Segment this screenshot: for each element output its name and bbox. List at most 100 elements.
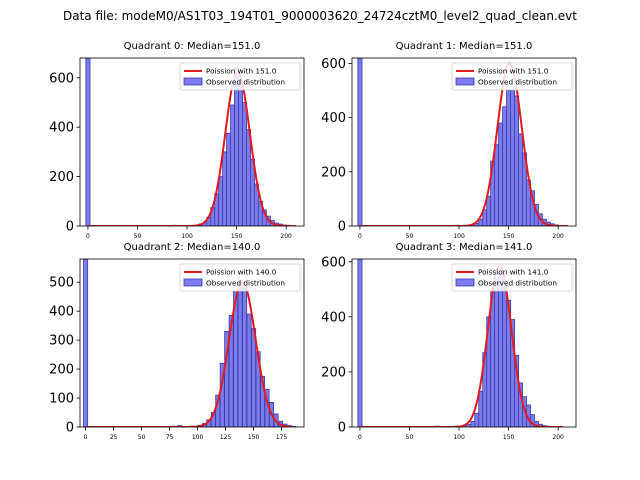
- axes-frame: [351, 57, 577, 227]
- y-tick-label: 400: [321, 111, 346, 126]
- x-tick-label: 50: [134, 233, 142, 240]
- histogram-bar: [502, 106, 508, 226]
- legend: Poission with 140.0 Observed distribution: [179, 263, 301, 292]
- legend-bar-swatch: [455, 77, 475, 86]
- panel-0: Quadrant 0: Median=151.0 0 50 100 150 200 0 200…: [49, 41, 305, 240]
- panels: Quadrant 0: Median=151.0 0 50 100 150 200 0 200…: [49, 41, 577, 441]
- histogram-bar: [506, 90, 512, 226]
- histogram-bar: [83, 259, 89, 427]
- histogram-bar: [514, 95, 520, 226]
- y-tick-label: 200: [321, 365, 346, 380]
- legend-bar-swatch: [455, 278, 475, 287]
- x-tick-label: 175: [276, 434, 288, 441]
- legend-box: [179, 62, 301, 91]
- histogram-bar: [494, 144, 500, 226]
- legend-bar-swatch: [183, 77, 203, 86]
- histogram-bar: [490, 291, 496, 427]
- histogram-bar: [486, 195, 492, 226]
- axes-frame: [79, 57, 305, 227]
- legend-entry-poisson: Poission with 151.0: [206, 67, 277, 76]
- histogram-bar: [222, 151, 228, 226]
- histogram-bar: [85, 58, 91, 226]
- histogram-bar: [242, 284, 248, 427]
- histogram-bar: [474, 412, 480, 427]
- x-tick-label: 100: [192, 434, 204, 441]
- y-tick-label: 600: [321, 255, 346, 270]
- y-tick-label: 200: [49, 363, 74, 378]
- histogram-bar: [218, 176, 224, 226]
- histogram-bar: [230, 104, 236, 226]
- y-tick-label: 400: [49, 305, 74, 320]
- x-tick-label: 200: [552, 233, 564, 240]
- legend: Poission with 151.0 Observed distribution: [179, 62, 301, 91]
- figure-suptitle: Data file: modeM0/AS1T03_194T01_90000036…: [63, 9, 577, 23]
- y-tick-label: 600: [321, 57, 346, 72]
- histogram-bar: [494, 277, 500, 427]
- histogram-bar: [226, 132, 232, 226]
- legend-entry-poisson: Poission with 140.0: [206, 268, 277, 277]
- x-tick-label: 100: [453, 434, 465, 441]
- histogram-bar: [502, 286, 508, 427]
- y-tick-label: 100: [49, 392, 74, 407]
- x-tick-label: 150: [503, 434, 515, 441]
- y-tick-label: 0: [66, 421, 74, 436]
- histogram-bar: [357, 259, 363, 427]
- legend-entry-observed: Observed distribution: [206, 279, 285, 288]
- legend-entry-observed: Observed distribution: [206, 78, 285, 87]
- histogram-bar: [478, 390, 484, 427]
- x-tick-label: 50: [406, 233, 414, 240]
- panel-title: Quadrant 2: Median=140.0: [124, 242, 261, 253]
- legend-entry-observed: Observed distribution: [478, 78, 557, 87]
- y-tick-label: 600: [49, 71, 74, 86]
- histogram-bar: [466, 423, 472, 427]
- legend: Poission with 141.0 Observed distribution: [451, 263, 573, 292]
- histogram-bar: [510, 90, 516, 226]
- histogram-bar: [242, 102, 248, 226]
- panel-2: Quadrant 2: Median=140.0 0 25 50 75 100 125 150…: [49, 242, 305, 441]
- histogram-bar: [498, 122, 504, 226]
- x-tick-label: 150: [231, 233, 243, 240]
- legend-entry-observed: Observed distribution: [478, 279, 557, 288]
- legend: Poission with 151.0 Observed distribution: [451, 62, 573, 91]
- histogram-bar: [518, 133, 523, 226]
- histogram-bar: [237, 281, 243, 427]
- axes-frame: [79, 258, 305, 428]
- x-tick-label: 200: [280, 233, 292, 240]
- y-tick-label: 200: [49, 170, 74, 185]
- poisson-curve: [359, 264, 564, 427]
- histogram-bar: [478, 218, 484, 226]
- histogram-bar: [357, 58, 363, 226]
- y-tick-label: 400: [49, 121, 74, 136]
- panel-title: Quadrant 3: Median=141.0: [396, 242, 533, 253]
- x-tick-label: 75: [166, 434, 174, 441]
- panel-title: Quadrant 1: Median=151.0: [396, 41, 533, 52]
- legend-box: [451, 263, 573, 292]
- histogram-bar: [251, 328, 257, 427]
- x-tick-label: 0: [358, 233, 362, 240]
- axes-frame: [351, 258, 577, 428]
- histogram-bar: [238, 79, 244, 226]
- x-tick-label: 150: [503, 233, 515, 240]
- histogram-bar: [246, 313, 252, 427]
- panel-3: Quadrant 3: Median=141.0 0 50 100 150 200 0 200…: [321, 242, 577, 441]
- legend-entry-poisson: Poission with 141.0: [478, 268, 549, 277]
- y-tick-label: 0: [338, 220, 346, 235]
- x-tick-label: 150: [248, 434, 260, 441]
- x-tick-label: 200: [552, 434, 564, 441]
- histogram-bar: [246, 129, 251, 226]
- histogram-bar: [470, 421, 476, 427]
- poisson-curve: [87, 70, 297, 226]
- x-tick-label: 50: [138, 434, 146, 441]
- legend-bar-swatch: [183, 278, 203, 287]
- y-tick-label: 300: [49, 334, 74, 349]
- legend-entry-poisson: Poission with 151.0: [478, 67, 549, 76]
- y-tick-label: 500: [49, 276, 74, 291]
- x-tick-label: 125: [220, 434, 232, 441]
- y-tick-label: 0: [66, 220, 74, 235]
- x-tick-label: 100: [181, 233, 193, 240]
- bar-group: [85, 58, 295, 226]
- y-tick-label: 0: [338, 421, 346, 436]
- y-tick-label: 400: [321, 310, 346, 325]
- x-tick-label: 25: [110, 434, 118, 441]
